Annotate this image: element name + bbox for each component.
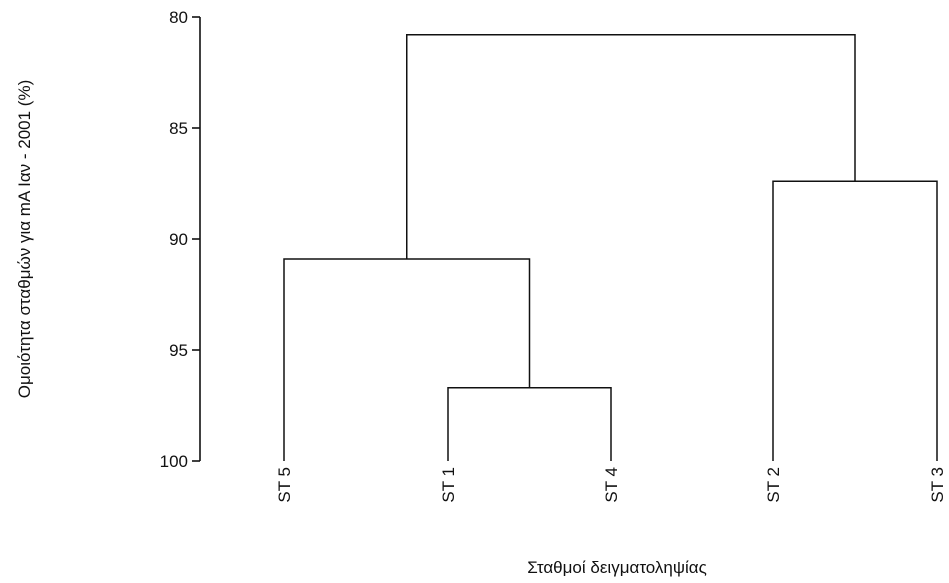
leaf-label: ST 1 — [439, 467, 458, 503]
leaf-label: ST 5 — [275, 467, 294, 503]
y-tick-label: 90 — [169, 230, 188, 249]
y-tick-label: 85 — [169, 119, 188, 138]
dendrogram-link-3 — [772, 180, 938, 461]
leaf-labels: ST 5 ST 1 ST 4 ST 2 ST 3 — [275, 467, 947, 503]
y-tick-label: 95 — [169, 341, 188, 360]
dendrogram-link-1 — [447, 386, 612, 461]
x-axis-title: Σταθμοί δειγματοληψίας — [527, 558, 707, 577]
leaf-label: ST 4 — [602, 467, 621, 503]
dendrogram-links — [283, 34, 938, 461]
dendrogram-link-4 — [406, 34, 856, 259]
y-tick-label: 80 — [169, 8, 188, 27]
y-axis: 80 85 90 95 100 — [160, 8, 201, 471]
leaf-label: ST 2 — [764, 467, 783, 503]
dendrogram-link-2 — [283, 258, 531, 461]
y-tick-label: 100 — [160, 452, 188, 471]
leaf-label: ST 3 — [928, 467, 947, 503]
y-axis-title: Ομοιότητα σταθμών για mA Ιαν - 2001 (%) — [15, 80, 34, 398]
